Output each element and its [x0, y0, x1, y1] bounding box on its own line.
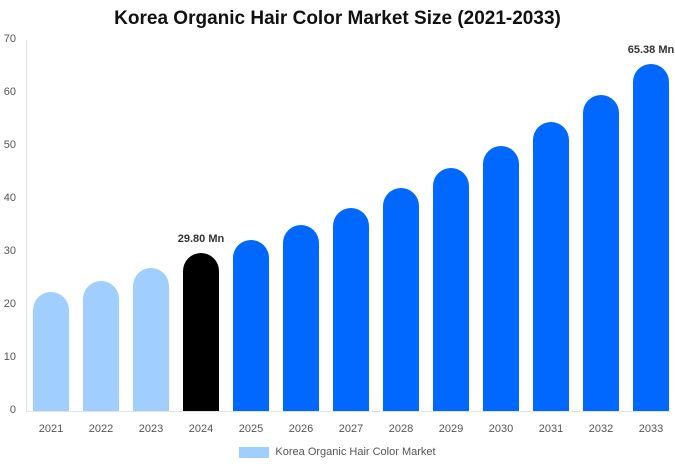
bar-2030: [483, 146, 519, 411]
bar-2025: [233, 239, 269, 411]
data-label: 65.38 Mn: [627, 44, 675, 57]
bar-2033: [633, 64, 669, 411]
y-tick-label: 50: [3, 139, 16, 151]
y-tick-label: 0: [9, 404, 16, 416]
bar-2023: [133, 267, 169, 411]
bar-2031: [533, 122, 569, 411]
bar-2032: [583, 95, 619, 411]
y-tick-label: 40: [3, 192, 16, 204]
data-label: 29.80 Mn: [177, 233, 225, 246]
bar-2029: [433, 168, 469, 411]
legend-label: Korea Organic Hair Color Market: [275, 446, 436, 458]
y-tick-label: 60: [3, 86, 16, 98]
bar-2026: [283, 224, 319, 411]
x-tick-label: 2022: [88, 423, 114, 435]
bar-2024: [183, 253, 219, 411]
x-tick-label: 2029: [438, 423, 464, 435]
y-tick-label: 20: [3, 298, 16, 310]
x-tick-label: 2025: [238, 423, 264, 435]
x-tick-label: 2028: [388, 423, 414, 435]
bar-2022: [83, 281, 119, 411]
chart-title: Korea Organic Hair Color Market Size (20…: [114, 8, 561, 29]
bar-2028: [383, 188, 419, 411]
bar-2027: [333, 208, 369, 411]
x-tick-label: 2032: [588, 423, 614, 435]
x-tick-label: 2030: [488, 423, 514, 435]
y-tick-label: 30: [3, 245, 16, 257]
legend-swatch: [239, 446, 270, 458]
x-tick-label: 2021: [38, 423, 64, 435]
x-tick-label: 2023: [138, 423, 164, 435]
y-tick-label: 10: [3, 351, 16, 363]
x-tick-label: 2031: [538, 423, 564, 435]
y-tick-label: 70: [3, 33, 16, 45]
x-tick-label: 2026: [288, 423, 314, 435]
x-tick-label: 2024: [188, 423, 214, 435]
x-axis-line: [26, 411, 671, 412]
x-tick-label: 2027: [338, 423, 364, 435]
y-axis-line: [26, 40, 27, 412]
legend: Korea Organic Hair Color Market: [0, 446, 675, 458]
bar-2021: [33, 291, 69, 411]
x-tick-label: 2033: [638, 423, 664, 435]
